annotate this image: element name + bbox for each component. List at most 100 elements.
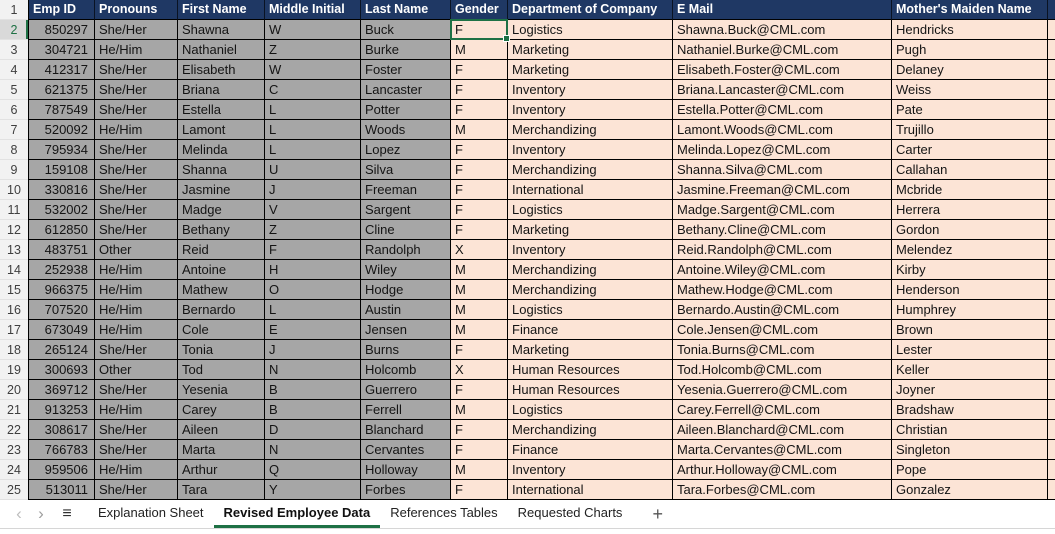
cell-e-mail[interactable]: Cole.Jensen@CML.com <box>673 320 892 340</box>
cell-gender[interactable]: F <box>451 440 508 460</box>
cell-last-name[interactable]: Forbes <box>361 480 451 500</box>
cell-pronouns[interactable]: She/Her <box>95 60 178 80</box>
cell-gender[interactable]: M <box>451 280 508 300</box>
add-sheet-icon[interactable]: + <box>652 503 663 524</box>
cell-emp-id[interactable]: 369712 <box>28 380 95 400</box>
cell-department-of-company[interactable]: Finance <box>508 320 673 340</box>
cell-department-of-company[interactable]: Merchandizing <box>508 160 673 180</box>
cell-middle-initial[interactable]: O <box>265 280 361 300</box>
cell-mother-s-maiden-name[interactable]: Lester <box>892 340 1048 360</box>
cell-mother-s-maiden-name[interactable]: Melendez <box>892 240 1048 260</box>
cell-middle-initial[interactable]: Y <box>265 480 361 500</box>
row-header-21[interactable]: 21 <box>0 400 28 420</box>
prev-sheet-icon[interactable]: ‹ <box>16 504 22 523</box>
row-header-22[interactable]: 22 <box>0 420 28 440</box>
cell-first-name[interactable]: Cole <box>178 320 265 340</box>
cell-emp-id[interactable]: 252938 <box>28 260 95 280</box>
cell-pronouns[interactable]: She/Her <box>95 160 178 180</box>
cell-mother-s-maiden-name[interactable]: Keller <box>892 360 1048 380</box>
row-header-8[interactable]: 8 <box>0 140 28 160</box>
row-header-4[interactable]: 4 <box>0 60 28 80</box>
cell-pronouns[interactable]: She/Her <box>95 440 178 460</box>
cell-gender[interactable]: F <box>451 340 508 360</box>
cell-pronouns[interactable]: She/Her <box>95 100 178 120</box>
cell-gender[interactable]: F <box>451 100 508 120</box>
cell-middle-initial[interactable]: U <box>265 160 361 180</box>
cell-last-name[interactable]: Austin <box>361 300 451 320</box>
cell-emp-id[interactable]: 913253 <box>28 400 95 420</box>
cell-last-name[interactable]: Lopez <box>361 140 451 160</box>
column-header-emp-id[interactable]: Emp ID <box>28 0 95 20</box>
cell-pronouns[interactable]: He/Him <box>95 120 178 140</box>
cell-e-mail[interactable]: Melinda.Lopez@CML.com <box>673 140 892 160</box>
cell-last-name[interactable]: Guerrero <box>361 380 451 400</box>
row-header-25[interactable]: 25 <box>0 480 28 500</box>
cell-last-name[interactable]: Hodge <box>361 280 451 300</box>
cell-middle-initial[interactable]: W <box>265 20 361 40</box>
cell-mother-s-maiden-name[interactable]: Trujillo <box>892 120 1048 140</box>
cell-gender[interactable]: F <box>451 60 508 80</box>
cell-mother-s-maiden-name[interactable]: Singleton <box>892 440 1048 460</box>
cell-department-of-company[interactable]: Inventory <box>508 80 673 100</box>
cell-pronouns[interactable]: He/Him <box>95 260 178 280</box>
cell-middle-initial[interactable]: E <box>265 320 361 340</box>
cell-middle-initial[interactable]: N <box>265 360 361 380</box>
cell-gender[interactable]: F <box>451 220 508 240</box>
cell-mother-s-maiden-name[interactable]: Callahan <box>892 160 1048 180</box>
cell-department-of-company[interactable]: Merchandizing <box>508 120 673 140</box>
cell-first-name[interactable]: Marta <box>178 440 265 460</box>
cell-last-name[interactable]: Jensen <box>361 320 451 340</box>
cell-middle-initial[interactable]: J <box>265 340 361 360</box>
cell-pronouns[interactable]: Other <box>95 360 178 380</box>
cell-mother-s-maiden-name[interactable]: Pope <box>892 460 1048 480</box>
cell-mother-s-maiden-name[interactable]: Pate <box>892 100 1048 120</box>
cell-department-of-company[interactable]: Logistics <box>508 400 673 420</box>
cell-first-name[interactable]: Madge <box>178 200 265 220</box>
cell-emp-id[interactable]: 787549 <box>28 100 95 120</box>
cell-emp-id[interactable]: 308617 <box>28 420 95 440</box>
cell-emp-id[interactable]: 330816 <box>28 180 95 200</box>
cell-e-mail[interactable]: Aileen.Blanchard@CML.com <box>673 420 892 440</box>
cell-last-name[interactable]: Burke <box>361 40 451 60</box>
cell-first-name[interactable]: Tod <box>178 360 265 380</box>
cell-department-of-company[interactable]: Inventory <box>508 140 673 160</box>
row-header-15[interactable]: 15 <box>0 280 28 300</box>
cell-e-mail[interactable]: Reid.Randolph@CML.com <box>673 240 892 260</box>
cell-e-mail[interactable]: Tonia.Burns@CML.com <box>673 340 892 360</box>
active-cell-gender[interactable]: F <box>450 19 510 42</box>
cell-middle-initial[interactable]: V <box>265 200 361 220</box>
cell-first-name[interactable]: Estella <box>178 100 265 120</box>
cell-middle-initial[interactable]: B <box>265 380 361 400</box>
cell-middle-initial[interactable]: N <box>265 440 361 460</box>
cell-first-name[interactable]: Yesenia <box>178 380 265 400</box>
cell-department-of-company[interactable]: Finance <box>508 440 673 460</box>
row-header-18[interactable]: 18 <box>0 340 28 360</box>
fill-handle[interactable] <box>503 35 510 42</box>
column-header-middle-initial[interactable]: Middle Initial <box>265 0 361 20</box>
cell-mother-s-maiden-name[interactable]: Brown <box>892 320 1048 340</box>
row-header-1[interactable]: 1 <box>0 0 28 20</box>
cell-pronouns[interactable]: She/Her <box>95 200 178 220</box>
row-header-9[interactable]: 9 <box>0 160 28 180</box>
cell-last-name[interactable]: Sargent <box>361 200 451 220</box>
cell-e-mail[interactable]: Antoine.Wiley@CML.com <box>673 260 892 280</box>
cell-pronouns[interactable]: She/Her <box>95 140 178 160</box>
cell-emp-id[interactable]: 795934 <box>28 140 95 160</box>
cell-pronouns[interactable]: He/Him <box>95 400 178 420</box>
row-header-3[interactable]: 3 <box>0 40 28 60</box>
cell-last-name[interactable]: Holloway <box>361 460 451 480</box>
cell-emp-id[interactable]: 966375 <box>28 280 95 300</box>
cell-emp-id[interactable]: 159108 <box>28 160 95 180</box>
cell-middle-initial[interactable]: Q <box>265 460 361 480</box>
cell-department-of-company[interactable]: Inventory <box>508 460 673 480</box>
cell-gender[interactable]: F <box>451 80 508 100</box>
cell-mother-s-maiden-name[interactable]: Carter <box>892 140 1048 160</box>
column-header-gender[interactable]: Gender <box>451 0 508 20</box>
cell-last-name[interactable]: Buck <box>361 20 451 40</box>
cell-middle-initial[interactable]: L <box>265 100 361 120</box>
cell-department-of-company[interactable]: Logistics <box>508 300 673 320</box>
cell-e-mail[interactable]: Tod.Holcomb@CML.com <box>673 360 892 380</box>
cell-e-mail[interactable]: Yesenia.Guerrero@CML.com <box>673 380 892 400</box>
row-header-24[interactable]: 24 <box>0 460 28 480</box>
cell-middle-initial[interactable]: Z <box>265 220 361 240</box>
